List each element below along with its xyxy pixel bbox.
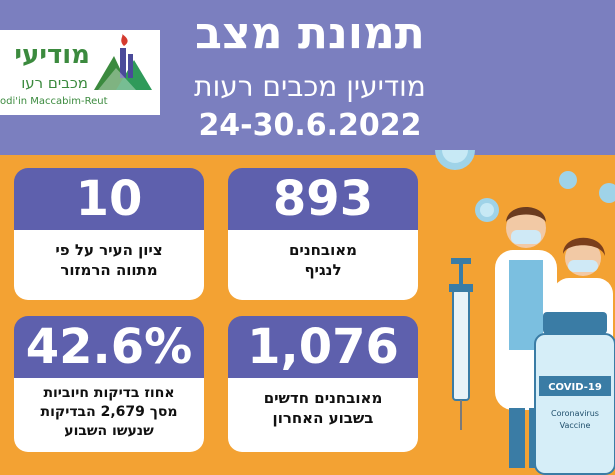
stat-label-line: מסך 2,679 הבדיקות	[40, 404, 178, 420]
stat-label: מאובחנים לנגיף	[228, 230, 418, 300]
logo-name: מודיעי	[14, 40, 90, 70]
stat-value: 893	[228, 168, 418, 230]
stat-label-line: מאובחנים	[288, 241, 358, 259]
vial-text: Coronavirus	[551, 409, 599, 418]
stat-label-line: בשבוע האחרון	[272, 409, 374, 427]
city-logo: מודיעי מכבים רעו odi'in Maccabim-Reut	[0, 30, 160, 115]
stat-label: אחוז בדיקות חיוביות מסך 2,679 הבדיקות שנ…	[14, 378, 204, 452]
stat-value: 42.6%	[14, 316, 204, 378]
stat-label-line: שנעשו השבוע	[64, 423, 154, 439]
vial-text: Vaccine	[560, 421, 591, 430]
stat-value: 10	[14, 168, 204, 230]
header-banner: תמונת מצב מודיעין מכבים רעות 24-30.6.202…	[0, 0, 615, 155]
page-subtitle: מודיעין מכבים רעות	[194, 70, 426, 103]
stat-label: ציון העיר על פי מתווה הרמזור	[14, 230, 204, 300]
syringe-icon	[449, 258, 473, 430]
date-range: 24-30.6.2022	[198, 108, 422, 143]
stat-label-line: מאובחנים חדשים	[263, 389, 383, 407]
stat-value: 1,076	[228, 316, 418, 378]
virus-icon	[559, 171, 577, 189]
logo-english: odi'in Maccabim-Reut	[0, 96, 108, 107]
stat-card-score: 10 ציון העיר על פי מתווה הרמזור	[14, 168, 204, 300]
stat-label: מאובחנים חדשים בשבוע האחרון	[228, 378, 418, 452]
city-emblem-icon	[94, 34, 152, 90]
stat-card-positive-rate: 42.6% אחוז בדיקות חיוביות מסך 2,679 הבדי…	[14, 316, 204, 452]
virus-icon	[475, 198, 499, 222]
stat-label-line: מתווה הרמזור	[60, 261, 158, 279]
doctors-vaccine-illustration: COVID-19 Coronavirus Vaccine	[435, 150, 615, 475]
stat-label-line: לנגיף	[304, 261, 342, 279]
vial-label: COVID-19	[548, 382, 602, 393]
stat-label-line: אחוז בדיקות חיוביות	[43, 385, 175, 401]
virus-icon	[599, 183, 615, 203]
logo-subtitle: מכבים רעו	[21, 74, 88, 92]
stat-label-line: ציון העיר על פי	[55, 241, 163, 259]
page-title: תמונת מצב	[195, 8, 425, 59]
stat-card-new-cases: 1,076 מאובחנים חדשים בשבוע האחרון	[228, 316, 418, 452]
vaccine-vial-icon: COVID-19 Coronavirus Vaccine	[534, 312, 615, 475]
stat-card-tested: 893 מאובחנים לנגיף	[228, 168, 418, 300]
virus-icon	[435, 150, 475, 170]
